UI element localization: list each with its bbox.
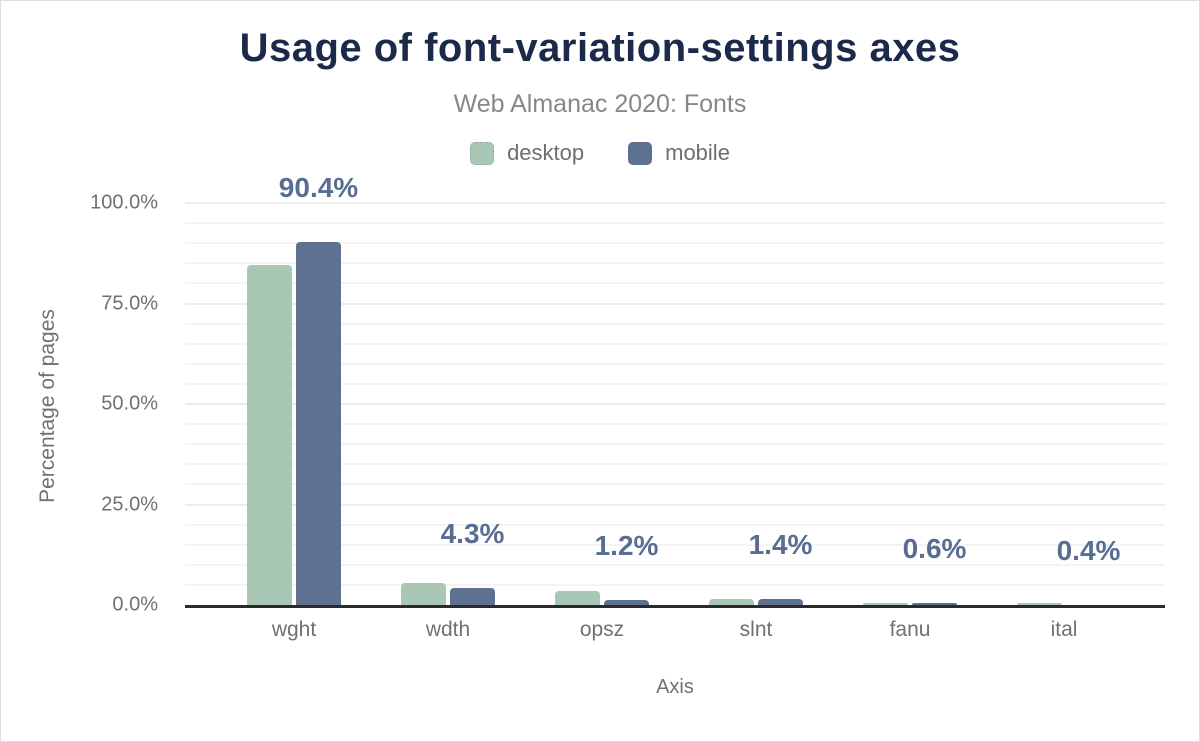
gridline xyxy=(185,322,1165,325)
gridline xyxy=(185,403,1165,405)
legend-label-mobile: mobile xyxy=(665,140,730,165)
legend-item-mobile[interactable]: mobile xyxy=(628,140,730,166)
y-tick-label: 75.0% xyxy=(101,292,158,314)
bar-mobile-opsz[interactable] xyxy=(604,600,649,605)
bar-mobile-slnt[interactable] xyxy=(758,599,803,605)
gridline xyxy=(185,443,1165,446)
data-label-wdth: 4.3% xyxy=(440,517,505,549)
x-axis-line xyxy=(185,605,1165,608)
bar-desktop-ital[interactable] xyxy=(1017,603,1062,605)
y-tick-label: 25.0% xyxy=(101,493,158,515)
chart-subtitle: Web Almanac 2020: Fonts xyxy=(453,90,747,118)
x-tick-label-wdth: wdth xyxy=(425,618,471,641)
chart-title: Usage of font-variation-settings axes xyxy=(239,26,961,70)
data-label-fanu: 0.6% xyxy=(902,532,967,564)
y-tick-label: 100.0% xyxy=(90,191,158,214)
gridline xyxy=(185,302,1165,305)
gridline xyxy=(185,423,1165,426)
gridline xyxy=(185,262,1165,265)
bar-desktop-slnt[interactable] xyxy=(709,598,754,605)
gridline xyxy=(185,463,1165,466)
data-label-ital: 0.4% xyxy=(1056,535,1121,566)
desktop-swatch-icon xyxy=(470,141,495,165)
gridline xyxy=(185,563,1165,566)
legend: desktop mobile xyxy=(0,140,1200,166)
plot-area: 100.0% 75.0% 50.0% 25.0% 0.0% 90.4% wght 4.3% wd… xyxy=(90,172,1165,641)
gridline xyxy=(185,222,1165,225)
gridline xyxy=(185,242,1165,245)
gridline xyxy=(185,523,1165,526)
x-tick-label-opsz: opsz xyxy=(579,618,625,641)
gridline xyxy=(185,282,1165,285)
gridline xyxy=(185,202,1165,204)
bar-desktop-fanu[interactable] xyxy=(863,603,908,605)
bar-mobile-wght[interactable] xyxy=(296,241,341,605)
x-tick-label-slnt: slnt xyxy=(739,618,773,641)
y-tick-label: 50.0% xyxy=(101,392,158,415)
bar-desktop-wght[interactable] xyxy=(247,264,292,605)
mobile-swatch-icon xyxy=(628,141,653,165)
gridline xyxy=(185,483,1165,486)
data-label-opsz: 1.2% xyxy=(594,530,659,562)
gridline xyxy=(185,583,1165,586)
gridline xyxy=(185,543,1165,546)
x-axis-title: Axis xyxy=(656,676,694,698)
legend-item-desktop[interactable]: desktop xyxy=(470,140,584,166)
gridline xyxy=(185,362,1165,365)
y-tick-label: 0.0% xyxy=(112,593,158,616)
x-tick-label-ital: ital xyxy=(1050,618,1078,641)
y-axis-title: Percentage of pages xyxy=(36,309,59,503)
x-tick-label-fanu: fanu xyxy=(889,618,931,641)
bar-desktop-opsz[interactable] xyxy=(555,590,600,605)
bar-mobile-wdth[interactable] xyxy=(450,587,495,605)
gridline xyxy=(185,503,1165,506)
data-label-slnt: 1.4% xyxy=(748,529,813,561)
x-tick-label-wght: wght xyxy=(271,618,317,641)
legend-label-desktop: desktop xyxy=(507,140,585,165)
gridline xyxy=(185,382,1165,385)
bar-desktop-wdth[interactable] xyxy=(401,582,446,605)
gridline xyxy=(185,342,1165,345)
data-label-wght: 90.4% xyxy=(278,171,359,203)
bar-mobile-fanu[interactable] xyxy=(912,602,957,605)
